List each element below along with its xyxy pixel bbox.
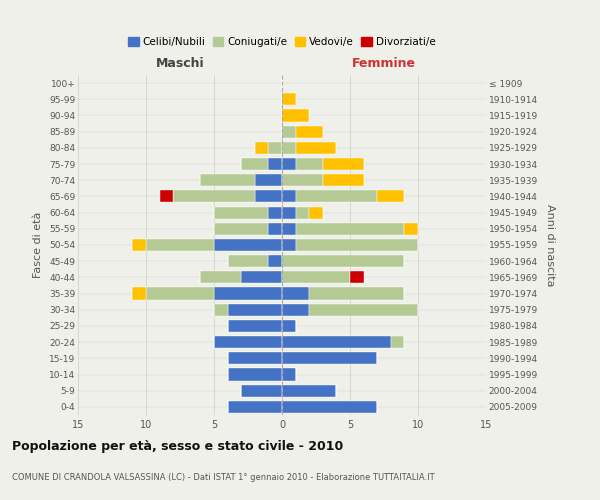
- Y-axis label: Anni di nascita: Anni di nascita: [545, 204, 554, 286]
- Bar: [214, 206, 268, 218]
- Bar: [282, 320, 296, 332]
- Bar: [296, 222, 404, 235]
- Bar: [227, 401, 282, 413]
- Bar: [282, 336, 391, 348]
- Bar: [255, 190, 282, 202]
- Bar: [296, 158, 323, 170]
- Bar: [282, 93, 296, 106]
- Text: COMUNE DI CRANDOLA VALSASSINA (LC) - Dati ISTAT 1° gennaio 2010 - Elaborazione T: COMUNE DI CRANDOLA VALSASSINA (LC) - Dat…: [12, 473, 434, 482]
- Bar: [282, 158, 296, 170]
- Bar: [282, 239, 296, 251]
- Bar: [241, 272, 282, 283]
- Bar: [377, 190, 404, 202]
- Bar: [146, 288, 214, 300]
- Bar: [227, 320, 282, 332]
- Bar: [268, 142, 282, 154]
- Bar: [160, 190, 173, 202]
- Bar: [404, 222, 418, 235]
- Bar: [241, 384, 282, 397]
- Bar: [200, 174, 255, 186]
- Bar: [323, 174, 364, 186]
- Bar: [282, 110, 309, 122]
- Bar: [282, 368, 296, 380]
- Bar: [282, 126, 296, 138]
- Bar: [296, 126, 323, 138]
- Bar: [227, 255, 268, 268]
- Bar: [309, 304, 418, 316]
- Bar: [268, 255, 282, 268]
- Bar: [282, 288, 309, 300]
- Bar: [282, 304, 309, 316]
- Text: Popolazione per età, sesso e stato civile - 2010: Popolazione per età, sesso e stato civil…: [12, 440, 343, 453]
- Bar: [133, 288, 146, 300]
- Bar: [214, 239, 282, 251]
- Bar: [241, 158, 268, 170]
- Bar: [227, 352, 282, 364]
- Bar: [309, 206, 323, 218]
- Bar: [255, 174, 282, 186]
- Bar: [146, 239, 214, 251]
- Bar: [255, 142, 268, 154]
- Bar: [282, 142, 296, 154]
- Bar: [282, 255, 404, 268]
- Bar: [227, 368, 282, 380]
- Text: Maschi: Maschi: [155, 57, 205, 70]
- Bar: [282, 384, 337, 397]
- Bar: [282, 222, 296, 235]
- Bar: [268, 222, 282, 235]
- Bar: [282, 352, 377, 364]
- Bar: [282, 401, 377, 413]
- Bar: [214, 288, 282, 300]
- Bar: [200, 272, 241, 283]
- Text: Femmine: Femmine: [352, 57, 416, 70]
- Bar: [214, 336, 282, 348]
- Bar: [296, 239, 418, 251]
- Bar: [296, 206, 309, 218]
- Bar: [391, 336, 404, 348]
- Bar: [173, 190, 255, 202]
- Bar: [282, 206, 296, 218]
- Bar: [214, 222, 268, 235]
- Bar: [296, 142, 337, 154]
- Bar: [323, 158, 364, 170]
- Bar: [309, 288, 404, 300]
- Bar: [282, 190, 296, 202]
- Bar: [296, 190, 377, 202]
- Bar: [282, 272, 350, 283]
- Bar: [268, 206, 282, 218]
- Bar: [214, 304, 227, 316]
- Y-axis label: Fasce di età: Fasce di età: [34, 212, 43, 278]
- Bar: [133, 239, 146, 251]
- Legend: Celibi/Nubili, Coniugati/e, Vedovi/e, Divorziati/e: Celibi/Nubili, Coniugati/e, Vedovi/e, Di…: [124, 32, 440, 51]
- Bar: [350, 272, 364, 283]
- Bar: [268, 158, 282, 170]
- Bar: [227, 304, 282, 316]
- Bar: [282, 174, 323, 186]
